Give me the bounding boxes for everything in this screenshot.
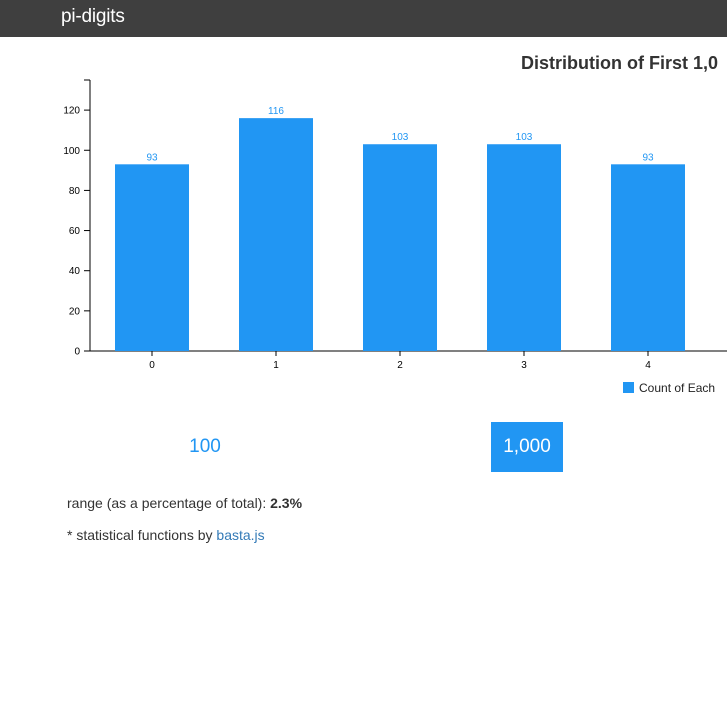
x-tick-label: 4 — [645, 360, 651, 371]
basta-js-link[interactable]: basta.js — [216, 527, 265, 543]
x-tick-label: 2 — [397, 360, 403, 371]
x-tick-label: 1 — [273, 360, 279, 371]
bar — [239, 118, 313, 351]
legend-swatch — [623, 382, 634, 393]
bar-value-label: 103 — [516, 132, 533, 143]
y-tick-label: 0 — [74, 347, 80, 358]
chart-title: Distribution of First 1,0 — [521, 53, 719, 73]
navbar: pi-digits — [0, 0, 727, 37]
bar — [115, 164, 189, 351]
bar-chart: 0 20 40 60 80 100 120 93 0 116 1 103 2 103 3 93 4 — [63, 79, 727, 371]
range-label: range (as a percentage of total): — [67, 495, 271, 511]
brand-link[interactable]: pi-digits — [61, 6, 125, 27]
credit-prefix: * statistical functions by — [67, 527, 217, 543]
chart-legend[interactable]: Count of Each — [623, 381, 715, 397]
y-tick-label: 120 — [63, 106, 80, 117]
bar — [487, 144, 561, 351]
bar-value-label: 116 — [268, 106, 284, 117]
bar-value-label: 103 — [392, 132, 409, 143]
y-tick-label: 20 — [69, 306, 81, 317]
range-stat: range (as a percentage of total): 2.3% — [67, 495, 302, 511]
option-100-button[interactable]: 100 — [189, 436, 221, 457]
x-tick-label: 3 — [521, 360, 527, 371]
legend-label: Count of Each — [639, 381, 716, 395]
bar-value-label: 93 — [146, 152, 158, 163]
credit-line: * statistical functions by basta.js — [67, 527, 265, 543]
y-tick-label: 80 — [69, 186, 81, 197]
y-tick-label: 40 — [69, 266, 81, 277]
bar — [611, 164, 685, 351]
bar — [363, 144, 437, 351]
bar-value-label: 93 — [642, 152, 654, 163]
y-tick-label: 60 — [69, 226, 81, 237]
x-tick-label: 0 — [149, 360, 155, 371]
range-value: 2.3% — [270, 495, 303, 511]
y-tick-label: 100 — [63, 146, 80, 157]
option-1000-button[interactable]: 1,000 — [491, 422, 563, 472]
